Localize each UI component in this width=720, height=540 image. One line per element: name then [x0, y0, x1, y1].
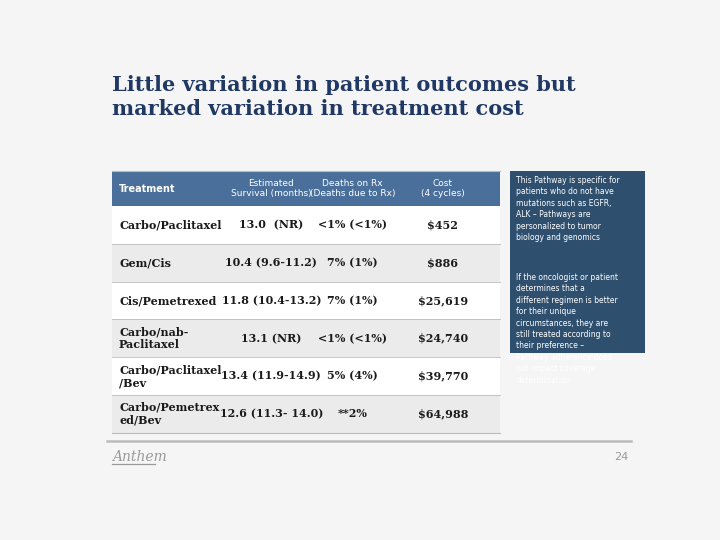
- Bar: [112, 395, 500, 433]
- Text: If the oncologist or patient
determines that a
different regimen is better
for t: If the oncologist or patient determines …: [516, 273, 618, 384]
- Text: 7% (1%): 7% (1%): [328, 258, 378, 268]
- Text: 12.6 (11.3- 14.0): 12.6 (11.3- 14.0): [220, 408, 323, 420]
- Bar: [510, 171, 645, 353]
- Text: 13.0  (NR): 13.0 (NR): [239, 220, 303, 231]
- Text: $25,619: $25,619: [418, 295, 468, 306]
- Bar: [112, 282, 500, 320]
- Text: $886: $886: [428, 258, 459, 268]
- Text: Anthem: Anthem: [112, 450, 167, 464]
- Text: Carbo/Paclitaxel: Carbo/Paclitaxel: [119, 220, 222, 231]
- Text: $24,740: $24,740: [418, 333, 468, 344]
- Text: 5% (4%): 5% (4%): [328, 370, 378, 382]
- Text: 13.4 (11.9-14.9): 13.4 (11.9-14.9): [222, 370, 321, 382]
- Text: Carbo/Paclitaxel
/Bev: Carbo/Paclitaxel /Bev: [119, 364, 222, 388]
- Text: $39,770: $39,770: [418, 370, 468, 382]
- Text: Little variation in patient outcomes but
marked variation in treatment cost: Little variation in patient outcomes but…: [112, 75, 576, 119]
- Text: 7% (1%): 7% (1%): [328, 295, 378, 306]
- Text: Cost
(4 cycles): Cost (4 cycles): [421, 179, 465, 198]
- Text: $452: $452: [428, 220, 459, 231]
- Text: $64,988: $64,988: [418, 408, 468, 420]
- Text: Carbo/Pemetrex
ed/Bev: Carbo/Pemetrex ed/Bev: [119, 402, 220, 426]
- Text: Carbo/nab-
Paclitaxel: Carbo/nab- Paclitaxel: [119, 327, 189, 350]
- Text: <1% (<1%): <1% (<1%): [318, 220, 387, 231]
- Bar: [112, 357, 500, 395]
- Text: Cis/Pemetrexed: Cis/Pemetrexed: [119, 295, 217, 306]
- Text: 24: 24: [614, 452, 629, 462]
- Text: <1% (<1%): <1% (<1%): [318, 333, 387, 344]
- Bar: [112, 171, 500, 206]
- Bar: [112, 320, 500, 357]
- Text: This Pathway is specific for
patients who do not have
mutations such as EGFR,
AL: This Pathway is specific for patients wh…: [516, 176, 620, 242]
- Text: Treatment: Treatment: [119, 184, 176, 193]
- Text: Estimated
Survival (months): Estimated Survival (months): [231, 179, 312, 198]
- Text: Deaths on Rx
(Deaths due to Rx): Deaths on Rx (Deaths due to Rx): [310, 179, 395, 198]
- Bar: [112, 244, 500, 282]
- Text: 13.1 (NR): 13.1 (NR): [241, 333, 302, 344]
- Bar: [112, 206, 500, 244]
- Text: 11.8 (10.4-13.2): 11.8 (10.4-13.2): [222, 295, 321, 306]
- Text: Gem/Cis: Gem/Cis: [119, 258, 171, 268]
- Text: 10.4 (9.6-11.2): 10.4 (9.6-11.2): [225, 258, 318, 268]
- Text: **2%: **2%: [338, 408, 368, 420]
